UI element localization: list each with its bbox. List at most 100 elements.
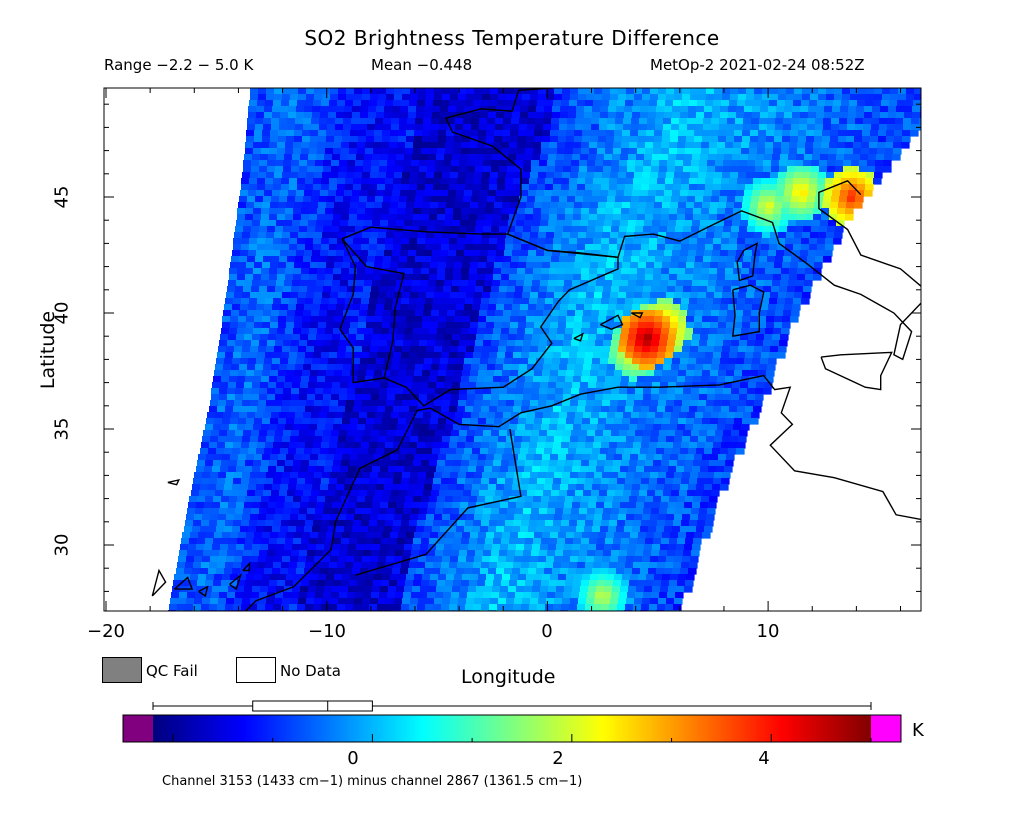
swath-pixel [401, 406, 410, 413]
swath-pixel [701, 274, 710, 281]
swath-pixel [667, 160, 676, 167]
swath-pixel [565, 208, 574, 215]
swath-pixel [781, 268, 790, 275]
swath-pixel [543, 256, 552, 263]
swath-pixel [512, 112, 521, 119]
swath-pixel [381, 328, 390, 335]
swath-pixel [730, 400, 739, 407]
swath-pixel [777, 238, 786, 245]
swath-pixel [680, 250, 689, 257]
swath-pixel [464, 358, 473, 365]
swath-pixel [684, 382, 693, 389]
swath-pixel [695, 310, 704, 317]
swath-pixel [557, 328, 566, 335]
swath-pixel [462, 316, 471, 323]
swath-pixel [601, 478, 610, 485]
swath-pixel [301, 328, 310, 335]
swath-pixel [704, 484, 713, 491]
swath-pixel [307, 286, 316, 293]
swath-pixel [472, 484, 481, 491]
swath-pixel [333, 460, 342, 467]
swath-pixel [756, 280, 765, 287]
swath-pixel [199, 490, 208, 497]
swath-pixel [331, 430, 340, 437]
swath-pixel [666, 400, 675, 407]
swath-pixel [606, 370, 615, 377]
swath-pixel [760, 358, 769, 365]
swath-pixel [303, 412, 312, 419]
swath-pixel [762, 94, 771, 101]
swath-pixel [773, 214, 782, 221]
swath-pixel [311, 196, 320, 203]
swath-pixel [265, 244, 274, 251]
swath-pixel [765, 376, 774, 383]
swath-pixel [650, 346, 659, 353]
swath-pixel [750, 370, 759, 377]
swath-pixel [368, 112, 377, 119]
swath-pixel [363, 286, 372, 293]
swath-pixel [475, 160, 484, 167]
swath-pixel [860, 154, 869, 161]
swath-pixel [402, 472, 411, 479]
swath-pixel [650, 172, 659, 179]
swath-pixel [284, 154, 293, 161]
swath-pixel [520, 484, 529, 491]
swath-pixel [704, 106, 713, 113]
swath-pixel [691, 166, 700, 173]
swath-pixel [883, 160, 892, 167]
swath-pixel [251, 388, 260, 395]
swath-pixel [483, 160, 492, 167]
swath-pixel [525, 142, 534, 149]
swath-pixel [384, 448, 393, 455]
swath-pixel [729, 352, 738, 359]
swath-pixel [670, 202, 679, 209]
swath-pixel [307, 394, 316, 401]
swath-pixel [359, 196, 368, 203]
swath-pixel [740, 154, 749, 161]
swath-pixel [829, 142, 838, 149]
swath-pixel [378, 400, 387, 407]
swath-pixel [361, 238, 370, 245]
swath-pixel [233, 406, 242, 413]
swath-pixel [684, 220, 693, 227]
swath-pixel [843, 160, 852, 167]
swath-pixel [649, 238, 658, 245]
swath-pixel [454, 202, 463, 209]
swath-pixel [712, 448, 721, 455]
swath-pixel [332, 382, 341, 389]
swath-pixel [672, 304, 681, 311]
swath-pixel [743, 256, 752, 263]
swath-pixel [225, 442, 234, 449]
swath-pixel [357, 142, 366, 149]
swath-pixel [691, 388, 700, 395]
swath-pixel [761, 352, 770, 359]
swath-pixel [566, 370, 575, 377]
swath-pixel [669, 328, 678, 335]
swath-pixel [319, 412, 328, 419]
swath-pixel [297, 406, 306, 413]
swath-pixel [411, 160, 420, 167]
swath-pixel [778, 346, 787, 353]
swath-pixel [318, 136, 327, 143]
swath-pixel [630, 370, 639, 377]
swath-pixel [267, 430, 276, 437]
swath-pixel [417, 244, 426, 251]
swath-pixel [321, 238, 330, 245]
swath-pixel [335, 118, 344, 125]
swath-pixel [617, 298, 626, 305]
swath-pixel [403, 430, 412, 437]
swath-pixel [667, 286, 676, 293]
swath-pixel [450, 172, 459, 179]
swath-pixel [510, 202, 519, 209]
swath-pixel [773, 328, 782, 335]
swath-pixel [602, 400, 611, 407]
swath-pixel [671, 196, 680, 203]
swath-pixel [398, 136, 407, 143]
swath-pixel [725, 148, 734, 155]
swath-pixel [736, 304, 745, 311]
swath-pixel [297, 238, 306, 245]
swath-pixel [571, 430, 580, 437]
swath-pixel [748, 154, 757, 161]
swath-pixel [725, 208, 734, 215]
swath-pixel [361, 352, 370, 359]
